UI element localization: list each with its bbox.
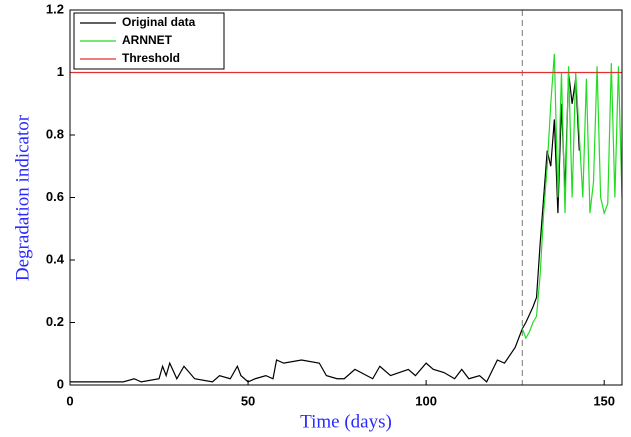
y-tick-label: 1.2 [46, 1, 64, 16]
x-tick-label: 50 [241, 393, 255, 408]
y-axis-label: Degradation indicator [12, 114, 33, 281]
series-line [70, 72, 580, 383]
x-tick-label: 150 [593, 393, 615, 408]
y-tick-label: 0.6 [46, 189, 64, 204]
y-tick-label: 0.8 [46, 126, 64, 141]
y-tick-label: 0.4 [46, 251, 65, 266]
legend-label: Original data [122, 15, 196, 29]
legend-label: ARNNET [122, 33, 173, 47]
x-tick-label: 0 [66, 393, 73, 408]
y-tick-label: 0.2 [46, 314, 64, 329]
plot-frame [69, 9, 623, 386]
series-line [521, 53, 623, 340]
legend-label: Threshold [122, 51, 180, 65]
x-tick-label: 100 [415, 393, 437, 408]
y-tick-label: 0 [57, 376, 64, 391]
x-axis-label: Time (days) [300, 411, 392, 432]
y-tick-label: 1 [57, 64, 64, 79]
